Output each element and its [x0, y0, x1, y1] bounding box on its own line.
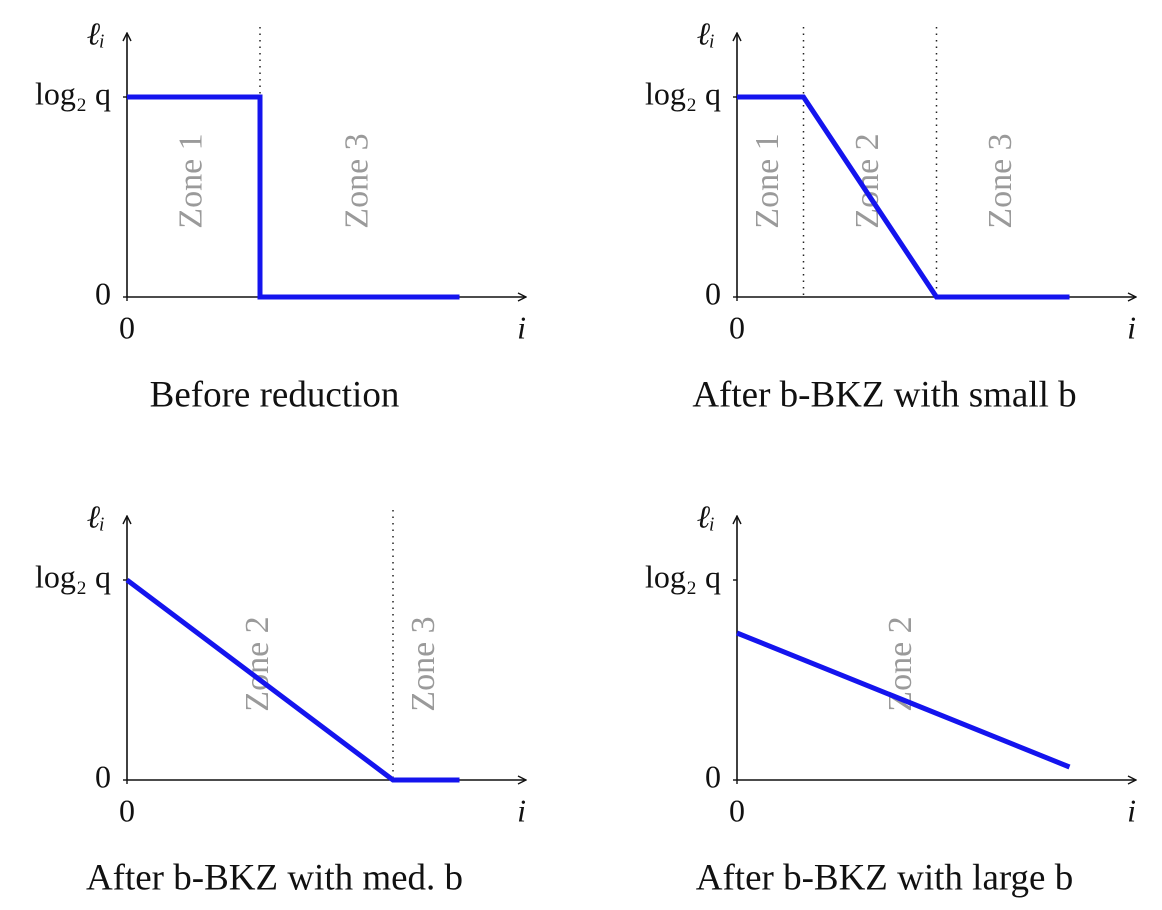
y-axis-label: ℓᵢ [87, 15, 105, 51]
zone-label: Zone 3 [982, 133, 1019, 228]
x-axis-label: i [517, 309, 526, 345]
data-line [127, 94, 460, 300]
x-axis-label: i [1127, 309, 1136, 345]
chart-caption: Before reduction [150, 374, 400, 415]
y-axis-label: ℓᵢ [87, 498, 105, 534]
y-tick-label: log₂ q [645, 558, 721, 594]
chart-caption: After b-BKZ with small b [692, 374, 1076, 415]
y-axis-label: ℓᵢ [697, 15, 715, 51]
y-tick-label: log₂ q [645, 75, 721, 111]
y-tick-label: log₂ q [35, 558, 111, 594]
y-tick-label: log₂ q [35, 75, 111, 111]
x-axis-label: i [1127, 792, 1136, 828]
data-line [736, 630, 1071, 770]
chart-caption: After b-BKZ with med. b [86, 857, 463, 898]
zone-label: Zone 3 [339, 133, 376, 228]
x-tick-label: 0 [729, 309, 745, 345]
zone-label: Zone 1 [749, 133, 786, 228]
y-tick-label: 0 [95, 758, 111, 794]
y-tick-label: 0 [705, 758, 721, 794]
y-axis-label: ℓᵢ [697, 498, 715, 534]
x-axis-label: i [517, 792, 526, 828]
y-tick-label: 0 [705, 275, 721, 311]
zone-label: Zone 3 [405, 616, 442, 711]
panel: ℓᵢ i 0 log₂ q 0 Zone 2 Zone 3 After b-BKZ with … [35, 498, 526, 898]
data-line [125, 578, 460, 783]
x-tick-label: 0 [119, 792, 135, 828]
zone-label: Zone 1 [172, 133, 209, 228]
y-tick-label: 0 [95, 275, 111, 311]
x-tick-label: 0 [119, 309, 135, 345]
zone-label: Zone 2 [239, 616, 276, 711]
panel: ℓᵢ i 0 log₂ q 0 Zone 1 Zone 3 Before reduction [35, 15, 526, 415]
x-tick-label: 0 [729, 792, 745, 828]
data-line [737, 94, 1070, 300]
chart-caption: After b-BKZ with large b [696, 857, 1073, 898]
